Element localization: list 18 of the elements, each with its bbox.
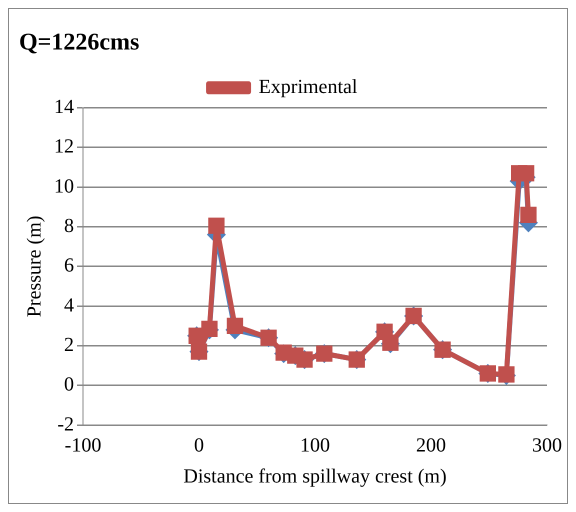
x-tick-label: 0 <box>194 434 204 456</box>
y-tick-label: 8 <box>64 215 74 237</box>
y-tick-label: 2 <box>64 334 74 356</box>
y-axis-title: Pressure (m) <box>23 216 46 318</box>
y-tick-label: 10 <box>54 175 74 198</box>
x-tick-label: 200 <box>416 434 446 456</box>
x-tick-label: 100 <box>300 434 330 456</box>
x-axis-title: Distance from spillway crest (m) <box>183 465 447 488</box>
y-tick-label: 4 <box>64 294 74 316</box>
y-tick-label: 0 <box>64 374 74 396</box>
y-tick-label: 14 <box>54 96 74 118</box>
y-tick-label: -2 <box>57 413 74 436</box>
chart-title: Q=1226cms <box>19 30 140 56</box>
x-tick-label: -100 <box>64 434 102 456</box>
x-tick-label: 300 <box>532 434 562 456</box>
y-tick-label: 6 <box>64 254 74 277</box>
legend-label: Exprimental <box>258 76 358 98</box>
y-tick-label: 12 <box>54 136 74 158</box>
